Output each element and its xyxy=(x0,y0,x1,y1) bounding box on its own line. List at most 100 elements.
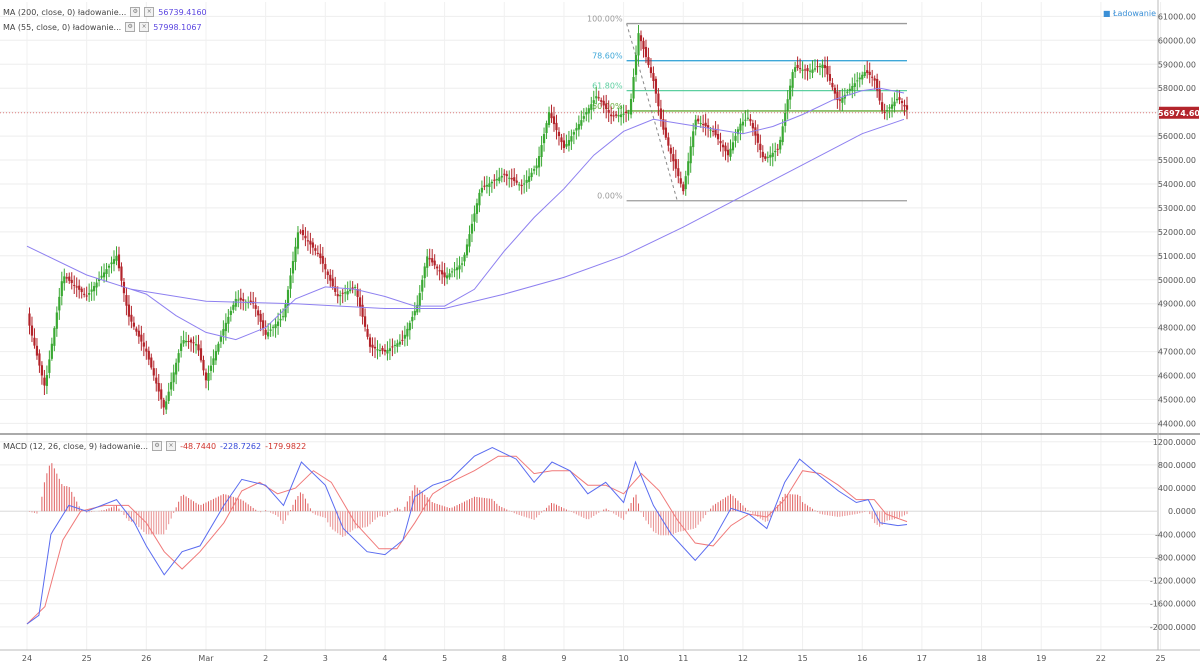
candle-body xyxy=(465,244,469,256)
loading-status: ■ Ładowanie xyxy=(1102,9,1156,18)
candle-body xyxy=(291,261,295,274)
x-tick-label: 22 xyxy=(1096,654,1106,663)
candle-body xyxy=(309,240,312,245)
candle-body xyxy=(378,349,382,351)
candle-body xyxy=(545,123,548,134)
ma55-label: MA (55, close, 0) ładowanie... xyxy=(3,22,122,32)
candle-body xyxy=(818,65,822,67)
x-tick-label: 17 xyxy=(917,654,927,663)
ma200-legend[interactable]: MA (200, close, 0) ładowanie... ⚙ × 5673… xyxy=(3,7,207,17)
candle-body xyxy=(162,399,165,408)
candle-body xyxy=(716,133,720,140)
candle-body xyxy=(383,349,387,352)
candle-body xyxy=(493,179,496,181)
candle-body xyxy=(281,316,285,318)
y-tick-label: 46000.00 xyxy=(1158,372,1196,381)
candle-body xyxy=(209,365,213,371)
candle-body xyxy=(433,260,436,266)
candle-body xyxy=(774,150,777,153)
candle-body xyxy=(53,328,56,346)
candle-body xyxy=(107,265,111,268)
candle-body xyxy=(634,55,638,75)
candle-body xyxy=(117,254,121,269)
candle-body xyxy=(334,286,337,292)
close-icon[interactable]: × xyxy=(144,7,155,17)
candle-body xyxy=(629,98,633,115)
candle-body xyxy=(356,289,359,297)
candle-body xyxy=(866,70,869,74)
candle-body xyxy=(759,143,762,150)
candle-body xyxy=(182,340,185,344)
candle-body xyxy=(314,248,317,251)
ma200-line xyxy=(131,118,905,309)
candle-body xyxy=(811,69,814,73)
candle-body xyxy=(423,266,426,279)
candle-body xyxy=(498,177,501,182)
candle-body xyxy=(821,64,824,69)
candle-body xyxy=(890,104,894,109)
candle-body xyxy=(791,72,794,88)
candle-body xyxy=(450,271,454,273)
candle-body xyxy=(408,322,411,331)
x-tick-label: 3 xyxy=(323,654,328,663)
settings-icon[interactable]: ⚙ xyxy=(130,7,141,17)
candle-body xyxy=(550,113,553,119)
candle-body xyxy=(403,334,406,339)
candle-body xyxy=(90,289,93,292)
candle-body xyxy=(535,165,538,169)
candle-body xyxy=(100,275,103,278)
candle-body xyxy=(781,126,784,142)
candle-body xyxy=(478,192,481,206)
candle-body xyxy=(530,172,533,178)
candle-body xyxy=(761,151,764,158)
candle-body xyxy=(567,140,571,146)
candle-body xyxy=(734,135,737,141)
candle-body xyxy=(441,270,444,275)
candle-body xyxy=(276,321,280,326)
candle-body xyxy=(682,184,685,192)
candle-body xyxy=(254,305,257,309)
settings-icon[interactable]: ⚙ xyxy=(152,441,163,451)
close-icon[interactable]: × xyxy=(166,441,177,451)
close-icon[interactable]: × xyxy=(139,22,150,32)
candle-body xyxy=(570,136,573,142)
candle-body xyxy=(587,108,590,114)
candle-body xyxy=(294,246,297,263)
candle-body xyxy=(43,377,46,386)
candle-body xyxy=(667,137,670,146)
candle-body xyxy=(184,340,188,343)
candle-body xyxy=(590,104,593,110)
candle-body xyxy=(702,124,705,126)
candle-body xyxy=(508,177,511,179)
candle-body xyxy=(78,285,81,290)
candle-body xyxy=(234,298,237,307)
candle-body xyxy=(284,304,287,318)
candle-body xyxy=(694,119,697,130)
candle-body xyxy=(876,78,879,91)
candle-body xyxy=(794,67,797,72)
candle-body xyxy=(401,339,404,341)
candle-body xyxy=(905,105,909,110)
candle-body xyxy=(93,286,96,292)
candle-body xyxy=(336,294,339,297)
x-tick-label: 26 xyxy=(141,654,151,663)
candle-body xyxy=(796,64,799,68)
candle-body xyxy=(749,118,752,122)
candle-body xyxy=(528,176,531,182)
candle-body xyxy=(165,401,168,410)
ma55-legend[interactable]: MA (55, close, 0) ładowanie... ⚙ × 57998… xyxy=(3,22,202,32)
candle-body xyxy=(468,234,471,247)
candle-body xyxy=(572,132,575,135)
candle-body xyxy=(858,77,861,80)
macd-tick-label: -2000.0000 xyxy=(1150,623,1196,632)
candle-body xyxy=(903,104,906,107)
candle-body xyxy=(150,357,153,368)
candle-body xyxy=(657,93,660,107)
candle-body xyxy=(279,318,282,321)
settings-icon[interactable]: ⚙ xyxy=(125,22,136,32)
candle-body xyxy=(856,80,859,82)
candle-body xyxy=(560,137,563,143)
candle-body xyxy=(140,334,143,342)
macd-legend[interactable]: MACD (12, 26, close, 9) ładowanie... ⚙ ×… xyxy=(3,441,306,451)
